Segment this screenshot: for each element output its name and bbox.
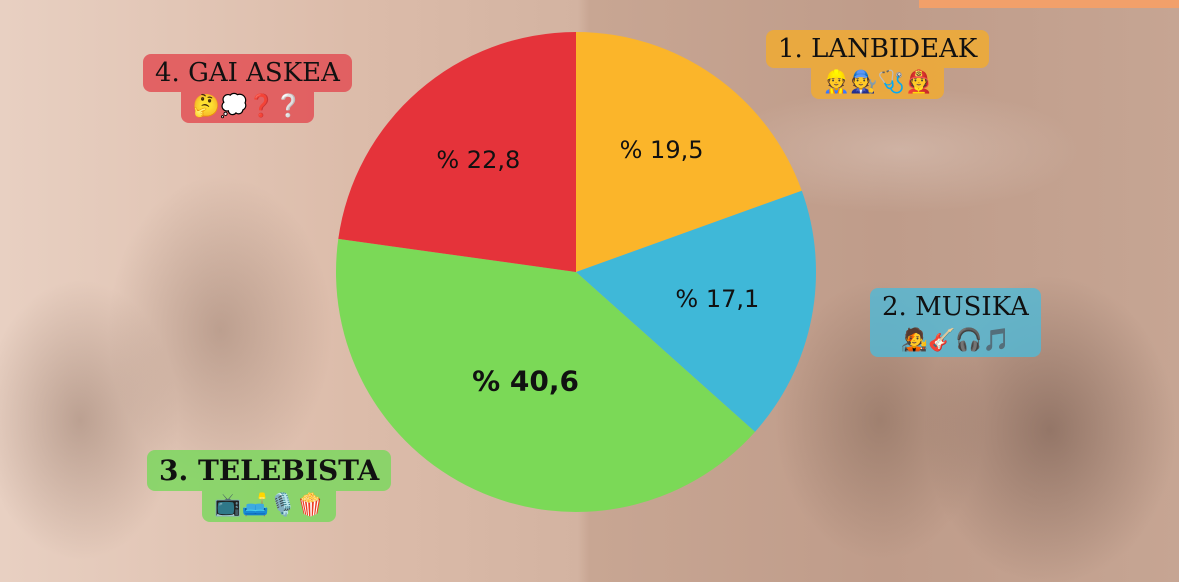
accent-strip — [919, 0, 1179, 8]
music-emoji-icon: 🧑‍🎤🎸🎧🎵 — [870, 326, 1041, 357]
slice-label-telebista: % 40,6 — [472, 364, 580, 398]
pie-slice-musika — [576, 190, 817, 432]
thinking-emoji-icon: 🤔💭❓❔ — [180, 92, 315, 123]
legend-title: 4. GAI ASKEA — [143, 54, 352, 92]
legend-title: 1. LANBIDEAK — [766, 30, 990, 68]
legend-musika: 2. MUSIKA 🧑‍🎤🎸🎧🎵 — [870, 288, 1041, 357]
legend-gai-askea: 4. GAI ASKEA 🤔💭❓❔ — [143, 54, 352, 123]
pie-slice-gai-askea — [338, 32, 576, 272]
pie-slice-lanbideak — [576, 32, 802, 272]
legend-telebista: 3. TELEBISTA 📺🛋️🎙️🍿 — [147, 450, 392, 522]
slice-label-musika: % 17,1 — [675, 285, 760, 314]
legend-title: 3. TELEBISTA — [147, 450, 392, 491]
legend-lanbideak: 1. LANBIDEAK 👷🧑‍🔧🩺🧑‍🚒 — [766, 30, 990, 99]
tv-emoji-icon: 📺🛋️🎙️🍿 — [202, 491, 336, 522]
workers-emoji-icon: 👷🧑‍🔧🩺🧑‍🚒 — [810, 68, 945, 99]
legend-title: 2. MUSIKA — [870, 288, 1041, 326]
slice-label-lanbideak: % 19,5 — [619, 136, 704, 165]
slice-label-gai-askea: % 22,8 — [436, 145, 521, 174]
pie-slice-telebista — [336, 238, 756, 512]
